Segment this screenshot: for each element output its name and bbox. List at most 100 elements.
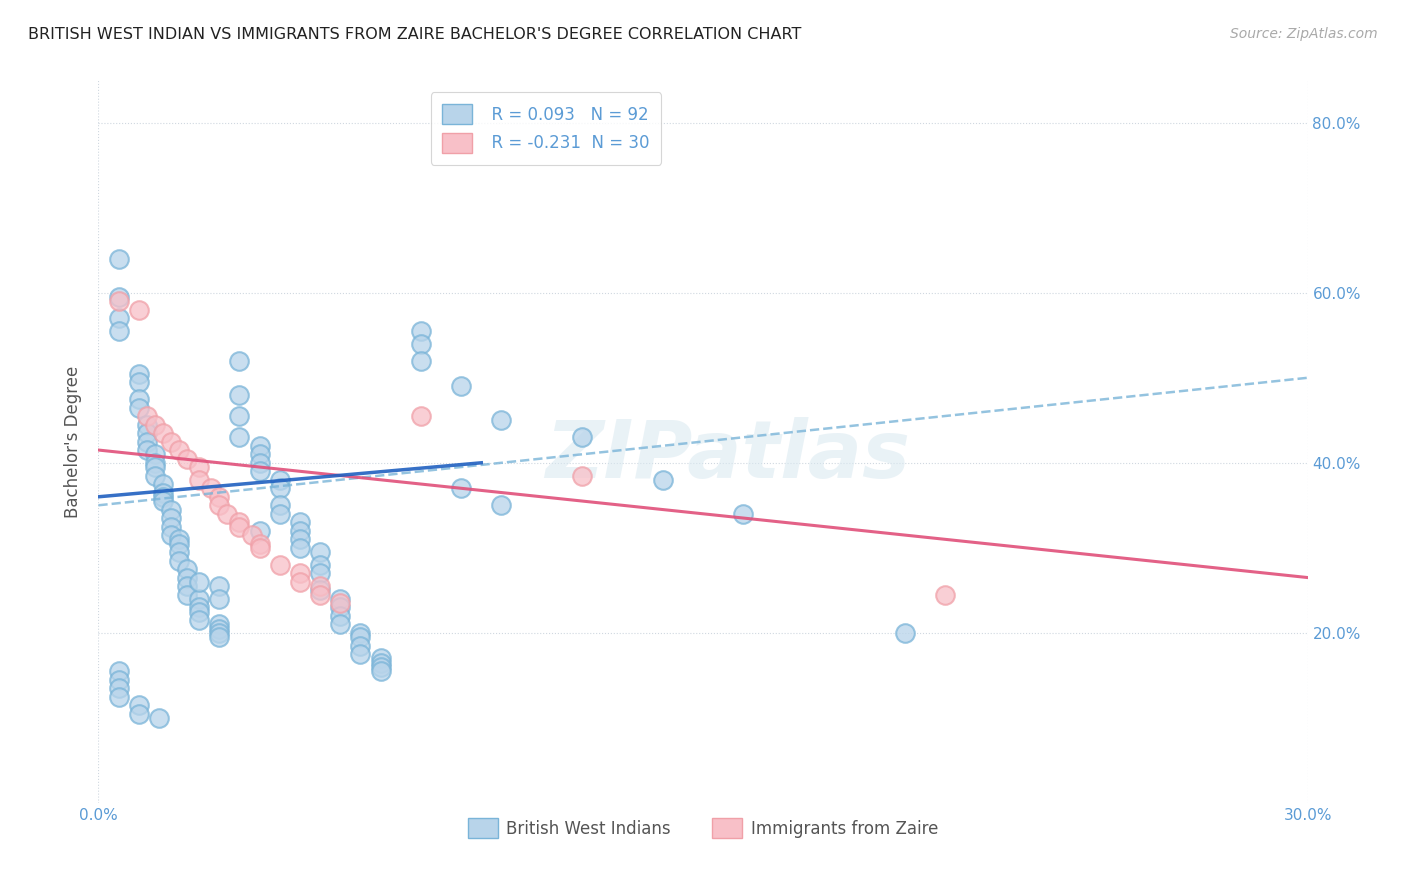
Point (228, 388, 250, 402)
Point (249, 456, 271, 470)
Point (107, 311, 129, 326)
Point (135, 425, 157, 440)
Point (176, 570, 198, 584)
Point (288, 574, 311, 589)
Point (733, 507, 755, 521)
Point (349, 625, 371, 640)
Point (269, 481, 291, 495)
Point (188, 473, 211, 487)
Point (269, 558, 291, 572)
Point (128, 367, 150, 381)
Point (107, 681, 129, 695)
Point (208, 630, 231, 644)
Point (249, 536, 271, 550)
Point (200, 481, 222, 495)
Point (160, 434, 183, 449)
Point (249, 541, 271, 555)
Text: Source: ZipAtlas.com: Source: ZipAtlas.com (1230, 27, 1378, 41)
Point (228, 519, 250, 533)
Point (228, 430, 250, 444)
Point (107, 664, 129, 678)
Point (240, 528, 263, 542)
Point (188, 613, 211, 627)
Point (208, 490, 231, 504)
Point (152, 425, 174, 440)
Point (143, 447, 166, 461)
Point (329, 591, 352, 606)
Point (491, 413, 513, 427)
Point (370, 660, 392, 674)
Point (176, 588, 198, 602)
Point (309, 558, 332, 572)
Point (160, 502, 183, 516)
Point (217, 507, 239, 521)
Point (491, 498, 513, 512)
Point (309, 545, 332, 559)
Point (208, 617, 231, 632)
Point (228, 409, 250, 423)
Point (143, 417, 166, 432)
Point (148, 711, 170, 725)
Point (135, 417, 157, 432)
Point (651, 473, 673, 487)
Point (329, 600, 352, 615)
Point (208, 622, 231, 636)
Point (188, 605, 211, 619)
Point (309, 579, 332, 593)
Point (208, 625, 231, 640)
Point (288, 541, 311, 555)
Point (160, 519, 183, 533)
Point (107, 324, 129, 338)
Point (128, 401, 150, 415)
Point (329, 608, 352, 623)
Point (152, 485, 174, 500)
Point (152, 490, 174, 504)
Point (329, 596, 352, 610)
Point (160, 511, 183, 525)
Point (370, 651, 392, 665)
Text: BRITISH WEST INDIAN VS IMMIGRANTS FROM ZAIRE BACHELOR'S DEGREE CORRELATION CHART: BRITISH WEST INDIAN VS IMMIGRANTS FROM Z… (28, 27, 801, 42)
Point (128, 706, 150, 721)
Point (571, 468, 593, 483)
Point (188, 600, 211, 615)
Point (128, 375, 150, 389)
Point (143, 460, 166, 475)
Point (249, 447, 271, 461)
Point (135, 434, 157, 449)
Point (228, 353, 250, 368)
Point (143, 468, 166, 483)
Point (135, 443, 157, 458)
Point (269, 507, 291, 521)
Point (208, 498, 231, 512)
Point (309, 588, 332, 602)
Point (160, 528, 183, 542)
Point (143, 456, 166, 470)
Point (128, 302, 150, 317)
Point (269, 498, 291, 512)
Point (167, 536, 190, 550)
Y-axis label: Bachelor's Degree: Bachelor's Degree (65, 366, 83, 517)
Point (934, 588, 956, 602)
Point (450, 481, 472, 495)
Point (176, 562, 198, 576)
Point (893, 625, 915, 640)
Point (176, 579, 198, 593)
Point (349, 647, 371, 661)
Point (167, 553, 190, 567)
Point (288, 533, 311, 547)
Point (349, 630, 371, 644)
Point (370, 664, 392, 678)
Point (188, 574, 211, 589)
Point (329, 617, 352, 632)
Point (107, 294, 129, 309)
Point (208, 591, 231, 606)
Point (135, 409, 157, 423)
Point (309, 583, 332, 598)
Point (409, 336, 432, 351)
Point (409, 324, 432, 338)
Point (269, 473, 291, 487)
Point (249, 464, 271, 478)
Point (107, 252, 129, 266)
Point (107, 690, 129, 704)
Point (288, 566, 311, 581)
